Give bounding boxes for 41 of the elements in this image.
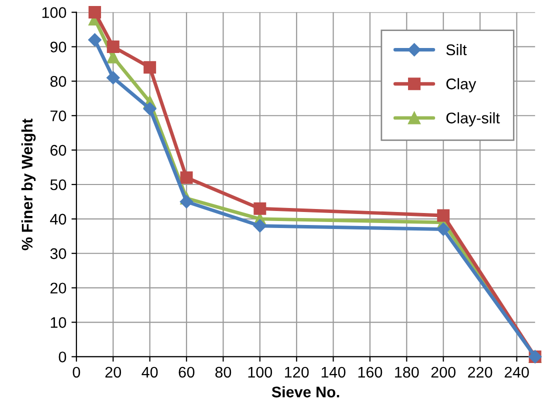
y-tick-label: 30 — [50, 248, 66, 260]
y-tick-label: 0 — [58, 352, 66, 362]
point — [253, 219, 266, 232]
x-tick-label: 180 — [395, 366, 419, 378]
y-tick-label: 50 — [50, 179, 66, 190]
x-tick-label: 240 — [504, 366, 529, 378]
point — [144, 61, 156, 74]
y-tick-label: 60 — [50, 144, 66, 156]
x-tick-label: 140 — [322, 366, 346, 378]
x-tick-label: 80 — [215, 366, 232, 378]
point — [143, 102, 156, 116]
x-axis-title: Sieve No. — [272, 386, 340, 398]
legend-label: Clay-silt — [446, 112, 500, 126]
point — [106, 40, 120, 53]
point — [88, 33, 102, 46]
point — [437, 209, 450, 222]
x-tick-label: 0 — [72, 366, 80, 378]
point — [180, 195, 194, 208]
y-tick-label: 80 — [50, 76, 66, 87]
x-tick-label: 60 — [178, 366, 194, 378]
point — [106, 71, 120, 84]
point — [88, 6, 102, 19]
point — [180, 171, 193, 184]
x-tick-label: 20 — [105, 366, 122, 378]
point — [436, 222, 450, 236]
legend-label: Silt — [446, 44, 467, 56]
x-tick-label: 100 — [248, 366, 272, 378]
y-tick-label: 100 — [42, 7, 66, 18]
y-tick-label: 20 — [50, 282, 66, 294]
x-tick-label: 200 — [431, 366, 456, 378]
y-tick-label: 70 — [50, 110, 66, 122]
x-tick-label: 40 — [142, 366, 158, 378]
y-tick-label: 40 — [50, 214, 66, 225]
x-tick-label: 120 — [285, 366, 309, 378]
x-tick-label: 160 — [358, 366, 382, 378]
y-tick-label: 10 — [50, 317, 66, 328]
x-tick-label: 220 — [468, 366, 492, 378]
point — [254, 202, 266, 215]
y-axis-title: % Finer by Weight — [21, 118, 36, 250]
y-tick-label: 90 — [50, 42, 66, 52]
legend-label: Clay — [446, 78, 476, 92]
